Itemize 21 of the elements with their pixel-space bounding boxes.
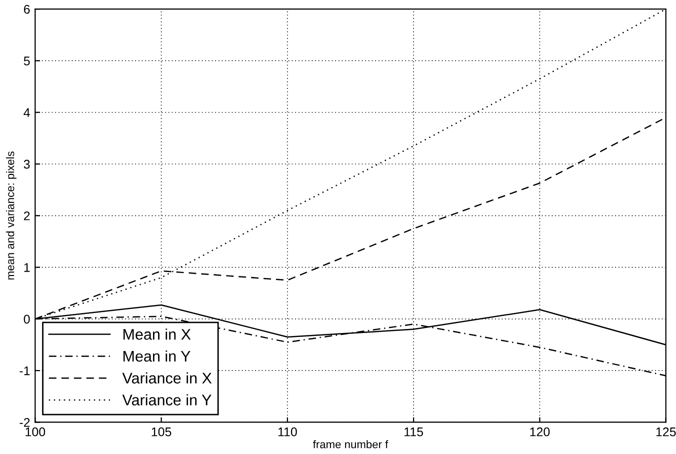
y-tick-label: 4 <box>24 108 30 117</box>
legend-label: Variance in X <box>122 372 212 384</box>
x-tick-label: 120 <box>530 427 550 436</box>
x-axis-title: frame number f <box>313 440 388 448</box>
y-axis-title: mean and variance: pixels <box>6 152 16 280</box>
y-tick-label: 2 <box>24 211 30 220</box>
x-tick-label: 110 <box>278 427 297 436</box>
x-tick-label: 115 <box>404 428 424 436</box>
x-tick-label: 125 <box>656 427 676 436</box>
y-tick-label: 1 <box>24 263 30 272</box>
y-tick-label: 3 <box>24 160 30 169</box>
y-tick-label: 5 <box>24 56 30 66</box>
legend-label: Mean in X <box>123 328 191 340</box>
legend-label: Variance in Y <box>122 394 212 406</box>
y-tick-label: 0 <box>24 314 30 324</box>
y-tick-label: -2 <box>20 418 30 427</box>
x-tick-label: 100 <box>26 427 46 436</box>
y-tick-label: 6 <box>24 4 30 14</box>
x-tick-label: 105 <box>152 427 172 436</box>
legend-label: Mean in Y <box>123 350 190 362</box>
y-tick-label: -1 <box>20 366 30 376</box>
